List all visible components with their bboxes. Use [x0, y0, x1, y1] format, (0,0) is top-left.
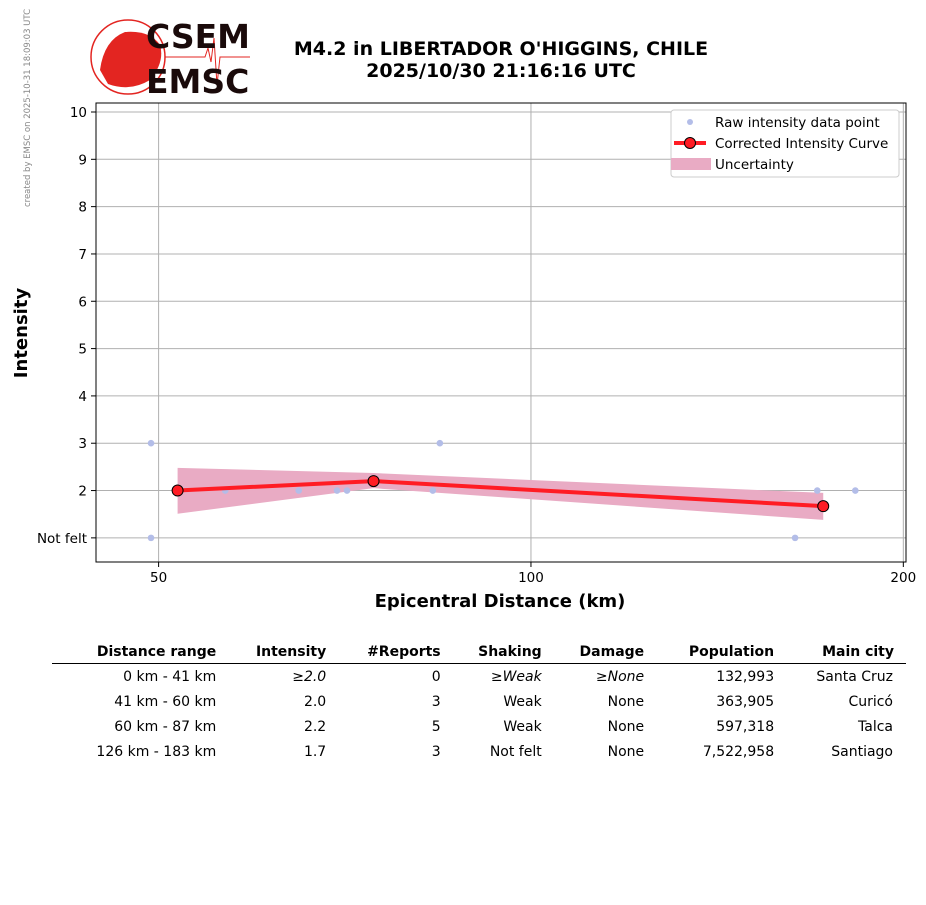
curve-point [817, 500, 830, 513]
table-cell: Not felt [489, 743, 542, 760]
table-cell: 0 km - 41 km [123, 668, 217, 685]
table-cell: ≥2.0 [292, 668, 327, 685]
raw-data-point [436, 439, 444, 447]
y-tick-label: 3 [78, 436, 87, 452]
legend-curve-marker [684, 137, 696, 149]
table-cell: 7,522,958 [702, 743, 775, 760]
col-shaking: Shaking [452, 640, 554, 664]
x-tick-label: 100 [518, 570, 544, 586]
table-cell: Weak [503, 718, 542, 735]
table-cell: Weak [503, 693, 542, 710]
table-cell: 41 km - 60 km [114, 693, 217, 710]
table-cell: Curicó [848, 693, 893, 710]
y-tick-label: 4 [78, 389, 87, 405]
col-population: Population [656, 640, 787, 664]
svg-text:CSEM: CSEM [146, 17, 250, 56]
table-cell: ≥Weak [490, 668, 542, 685]
table-cell: 2.2 [303, 718, 327, 735]
table-cell: 3 [431, 693, 441, 710]
legend: Raw intensity data point Corrected Inten… [670, 109, 900, 178]
y-tick-label: 9 [78, 152, 87, 168]
raw-data-point [852, 487, 859, 494]
legend-uncertainty: Uncertainty [715, 157, 794, 173]
table-cell: Talca [858, 718, 893, 735]
col-city: Main city [786, 640, 906, 664]
raw-data-point [429, 487, 437, 494]
table-cell: None [607, 718, 645, 735]
table-cell: None [607, 743, 645, 760]
col-damage: Damage [553, 640, 657, 664]
raw-data-point [791, 534, 799, 542]
legend-band-swatch [671, 158, 711, 170]
table-cell: 3 [431, 743, 441, 760]
event-datetime: 2025/10/30 21:16:16 UTC [366, 60, 636, 82]
svg-text:EMSC: EMSC [146, 62, 249, 101]
table-row: 126 km - 183 km 1.7 3 Not felt None 7,522,958… [52, 739, 906, 764]
table-cell: 5 [431, 718, 441, 735]
uncertainty-band [177, 467, 824, 520]
y-tick-label: 5 [78, 342, 87, 358]
y-tick-label: 8 [78, 200, 87, 216]
y-tick-label: Not felt [37, 531, 87, 547]
table-cell: 126 km - 183 km [96, 743, 217, 760]
plot-frame [95, 102, 907, 563]
y-tick-label: 6 [78, 294, 87, 310]
table-cell: 597,318 [716, 718, 775, 735]
col-reports: #Reports [338, 640, 453, 664]
raw-data-point [343, 487, 351, 494]
table-cell: Santa Cruz [816, 668, 893, 685]
legend-curve: Corrected Intensity Curve [715, 136, 888, 152]
x-axis-label: Epicentral Distance (km) [375, 591, 626, 612]
y-tick-label: 2 [78, 484, 87, 500]
table-cell: 1.7 [303, 743, 327, 760]
table-cell: Santiago [831, 743, 893, 760]
legend-raw: Raw intensity data point [715, 115, 880, 131]
table-cell: 363,905 [716, 693, 775, 710]
raw-data-point [147, 534, 155, 542]
table-cell: 60 km - 87 km [114, 718, 217, 735]
raw-data-point [813, 487, 821, 494]
curve-point [367, 475, 380, 488]
table-row: 60 km - 87 km 2.2 5 Weak None 597,318 Talca [52, 714, 906, 739]
intensity-table: Distance range Intensity #Reports Shakin… [52, 640, 906, 764]
table-row: 0 km - 41 km ≥2.0 0 ≥Weak ≥None 132,993 Santa … [52, 664, 906, 690]
col-intensity: Intensity [228, 640, 339, 664]
curve-point [171, 484, 184, 497]
table-row: 41 km - 60 km 2.0 3 Weak None 363,905 Curicó [52, 689, 906, 714]
table-cell: None [607, 693, 645, 710]
raw-data-point [295, 487, 303, 494]
emsc-logo: CSEM EMSC [90, 17, 250, 101]
y-tick-label: 7 [78, 247, 87, 263]
event-title: M4.2 in LIBERTADOR O'HIGGINS, CHILE [293, 38, 709, 60]
table-cell: 0 [431, 668, 441, 685]
col-distance: Distance range [52, 640, 229, 664]
table-cell: 132,993 [716, 668, 775, 685]
y-axis-label: Intensity [11, 288, 32, 379]
raw-data-point [147, 439, 155, 447]
x-tick-label: 200 [890, 570, 916, 586]
table-cell: 2.0 [303, 693, 327, 710]
raw-data-point [333, 487, 341, 494]
table-cell: ≥None [595, 668, 645, 685]
x-tick-label: 50 [150, 570, 167, 586]
y-tick-label: 10 [70, 105, 87, 121]
legend-raw-marker [687, 119, 693, 125]
